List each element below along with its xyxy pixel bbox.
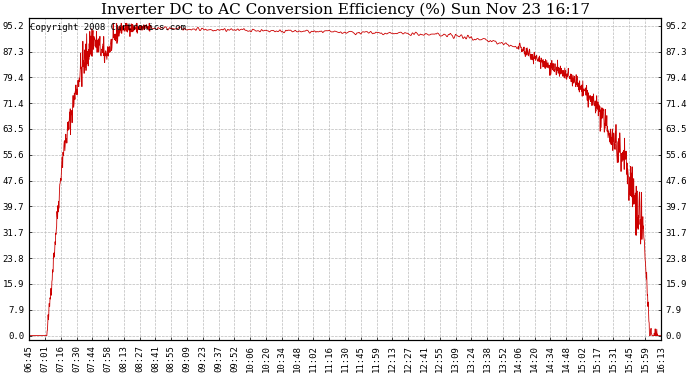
- Title: Inverter DC to AC Conversion Efficiency (%) Sun Nov 23 16:17: Inverter DC to AC Conversion Efficiency …: [101, 3, 589, 17]
- Text: Copyright 2008 Curtronics.com: Copyright 2008 Curtronics.com: [30, 23, 186, 32]
